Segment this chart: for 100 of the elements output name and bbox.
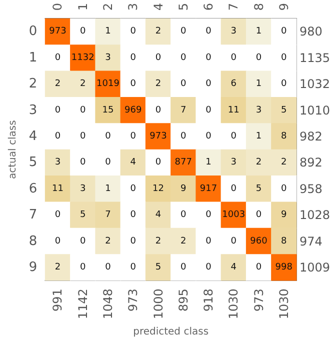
text: 1142 [76, 288, 90, 320]
y-tick-label: 1 [28, 50, 38, 66]
data-label: 3 [80, 184, 86, 194]
text: 1000 [151, 288, 166, 320]
data-label: 2 [54, 79, 61, 90]
data-label: 0 [80, 236, 86, 246]
y-tick-label: 3 [28, 102, 38, 118]
data-label: 11 [228, 105, 240, 116]
y2-tick-label: 1009 [299, 260, 330, 274]
data-label: 0 [105, 132, 112, 142]
data-label: 0 [130, 52, 136, 63]
data-label: 0 [130, 262, 136, 272]
data-label: 2 [80, 79, 86, 90]
y-tick-label: 7 [28, 208, 38, 223]
y2-tick-label: 1032 [299, 77, 330, 92]
data-label: 15 [102, 105, 114, 116]
data-label: 0 [230, 236, 237, 246]
text: 991 [50, 288, 65, 312]
data-label: 0 [206, 105, 212, 116]
data-label: 0 [180, 132, 187, 142]
data-label: 0 [80, 26, 86, 37]
data-label: 9 [180, 184, 187, 194]
x-tick-label: 8 [252, 2, 266, 11]
data-label: 0 [206, 52, 212, 63]
data-label: 4 [155, 210, 162, 220]
data-label: 5 [281, 105, 287, 116]
x-tick-label: 1 [76, 2, 90, 11]
data-label: 0 [130, 79, 136, 90]
data-label: 0 [155, 52, 162, 63]
data-label: 998 [275, 262, 293, 272]
data-label: 1 [105, 26, 111, 37]
data-label: 2 [281, 158, 287, 168]
data-label: 0 [206, 262, 212, 272]
data-label: 1003 [222, 210, 246, 220]
data-label: 0 [130, 236, 136, 246]
x-tick-label: 0 [50, 2, 65, 11]
data-label: 0 [54, 236, 61, 246]
data-label: 1 [256, 132, 262, 142]
data-label: 1019 [96, 79, 120, 90]
data-label: 0 [80, 158, 86, 168]
data-label: 0 [155, 158, 162, 168]
data-label: 8 [281, 132, 288, 142]
text: 918 [202, 288, 216, 312]
data-label: 0 [54, 52, 61, 63]
y-tick-label: 4 [28, 129, 38, 144]
text: 973 [126, 288, 140, 312]
data-label: 0 [281, 52, 288, 63]
data-label: 0 [180, 52, 187, 63]
data-label: 0 [281, 79, 288, 90]
data-label: 1 [256, 79, 262, 90]
y-tick-label: 5 [28, 155, 38, 170]
data-label: 2 [155, 236, 162, 246]
data-label: 0 [54, 210, 61, 220]
data-label: 8 [281, 236, 288, 246]
data-label: 4 [130, 158, 136, 168]
y2-tick-label: 892 [299, 156, 322, 170]
y-tick-label: 6 [28, 181, 38, 196]
data-label: 0 [54, 105, 61, 116]
data-label: 12 [152, 184, 164, 194]
text: 1030 [226, 288, 241, 320]
data-label: 0 [256, 210, 262, 220]
y2-tick-label: 1135 [299, 50, 330, 65]
data-label: 0 [206, 210, 212, 220]
data-label: 969 [124, 105, 142, 116]
x-tick-label: 7 [226, 2, 241, 11]
data-label: 0 [180, 79, 187, 90]
text: 895 [176, 288, 190, 312]
data-label: 5 [256, 184, 262, 194]
y-tick-label: 0 [28, 24, 38, 40]
x-tick-label: 3 [126, 2, 140, 11]
data-label: 0 [180, 210, 187, 220]
data-label: 0 [54, 132, 61, 142]
data-label: 11 [52, 184, 64, 194]
data-label: 0 [155, 105, 162, 116]
x-tick-label: 9 [276, 2, 291, 11]
data-label: 7 [180, 105, 186, 116]
x-axis-title: predicted class [133, 326, 209, 338]
data-label: 7 [105, 210, 111, 220]
x-tick-label: 4 [151, 2, 166, 11]
data-label: 1 [206, 158, 212, 168]
data-label: 0 [230, 52, 237, 63]
data-label: 0 [105, 262, 112, 272]
x-tick-label: 6 [202, 2, 216, 11]
data-label: 3 [256, 105, 262, 116]
data-label: 0 [130, 26, 136, 37]
data-label: 2 [155, 79, 162, 90]
data-label: 2 [180, 236, 186, 246]
data-label: 5 [80, 210, 86, 220]
data-label: 1 [105, 184, 111, 194]
data-label: 0 [206, 236, 212, 246]
data-label: 2 [54, 262, 61, 272]
text: 973 [252, 288, 266, 312]
y-axis-title: actual class [8, 120, 18, 179]
data-label: 0 [130, 132, 136, 142]
x-tick-label: 5 [176, 2, 190, 11]
y2-tick-label: 974 [299, 234, 322, 248]
data-label: 0 [230, 184, 237, 194]
data-label: 0 [281, 184, 288, 194]
data-label: 0 [180, 26, 187, 37]
data-label: 1 [256, 26, 262, 37]
